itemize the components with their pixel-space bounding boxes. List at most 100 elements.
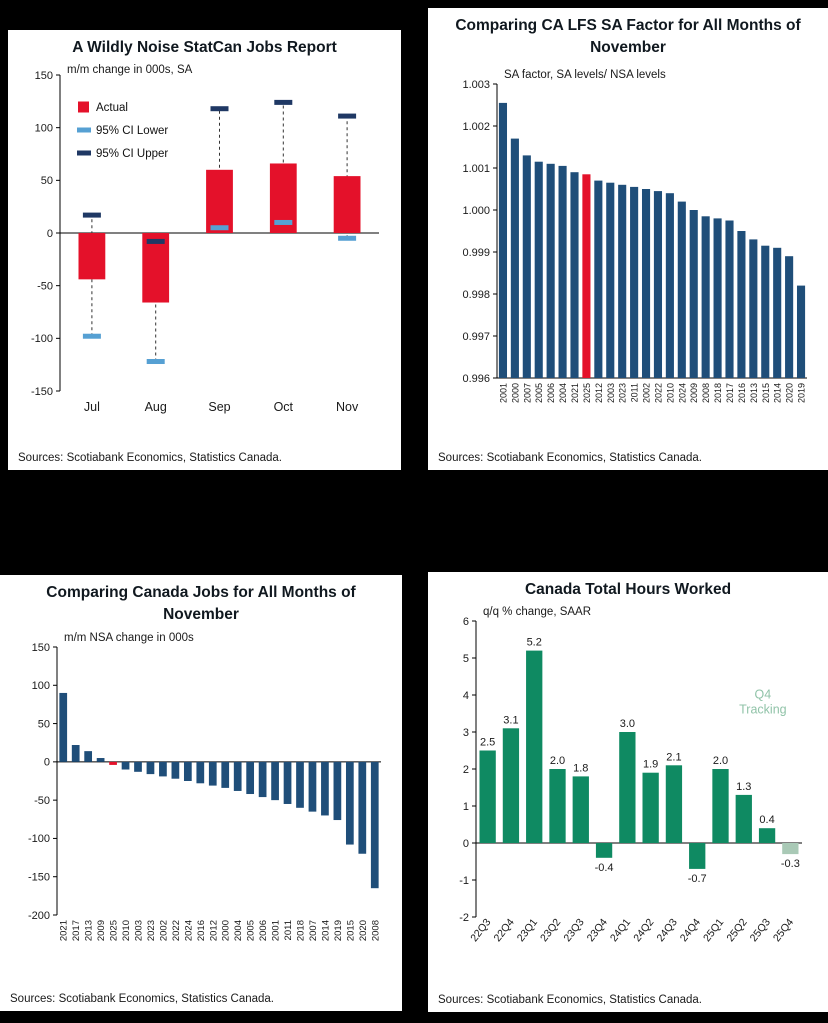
x-tick-label: 2001 [271,920,282,941]
bar [572,776,589,843]
x-tick-label: 25Q4 [771,916,796,944]
actual-bar [142,232,170,303]
x-tick-label: 2012 [208,920,219,941]
chart-title: A Wildly Noise StatCan Jobs Report [72,39,337,56]
x-tick-label: 2001 [498,383,508,403]
bar [665,764,683,843]
ci-lower-cap [146,358,165,364]
x-tick-label: 2000 [510,383,520,403]
ci-lower-cap [82,333,101,339]
bar [570,172,579,379]
x-tick-label: 2014 [320,920,331,941]
y-tick-label: 2 [463,763,469,775]
bar [582,174,591,379]
ci-upper-cap [146,238,165,244]
x-tick-label: 2011 [283,920,294,940]
x-tick-label: 2021 [59,920,70,941]
bar [758,827,776,843]
y-tick-label: 0.996 [462,373,490,385]
bar [296,762,304,809]
y-tick-label: -100 [28,834,50,846]
bar [84,751,93,763]
bar [171,762,180,780]
bar [618,185,627,379]
panel-sa-factor: Comparing CA LFS SA Factor for All Month… [428,8,828,470]
bar [96,758,105,763]
actual-bar [206,169,233,233]
x-tick-label: 2008 [370,920,381,941]
bar [735,794,752,843]
x-tick-label: 2002 [642,383,652,403]
x-tick-label: 2004 [558,383,568,403]
legend-label: 95% CI Lower [96,125,168,137]
x-tick-label: 2015 [345,920,356,941]
bar [146,762,155,775]
x-tick-label: 24Q2 [631,916,656,944]
bar [121,762,130,770]
x-tick-label: 22Q4 [492,916,517,944]
y-tick-label: 0 [44,757,50,769]
x-tick-label: 2016 [196,920,207,941]
bar [595,842,613,858]
y-tick-label: 5 [463,652,469,664]
x-tick-label: 2022 [171,920,182,941]
bar [701,216,710,379]
legend-swatch [77,127,91,133]
x-tick-label: 2018 [296,920,307,941]
bar [321,762,329,816]
value-label: 0.4 [759,814,774,826]
bar [725,220,734,379]
bar [689,842,706,869]
value-label: 1.9 [643,758,658,770]
y-tick-label: -150 [28,872,50,884]
y-tick-label: 100 [35,122,53,134]
panel-jobs-report: A Wildly Noise StatCan Jobs Report -150-… [8,30,401,470]
y-tick-label: 3 [463,726,469,738]
annotation: Q4 [755,687,772,701]
y-tick-label: 6 [463,615,469,627]
x-tick-label: 2022 [653,383,663,403]
ci-lower-cap [338,235,357,241]
sources-note: Sources: Scotiabank Economics, Statistic… [18,452,282,464]
hours-worked-chart: -2 -1 0 1 2 3 4 5 6 q/q % change, SAAR 22Q3 2.5 22Q4… [459,606,802,944]
x-tick-label: 2005 [246,920,257,941]
jobs-report-chart: -150 -100 -50 0 50 100 150 m/m change in 000s, … [31,64,379,414]
axis-note: q/q % change, SAAR [483,606,591,618]
annotation: Tracking [739,702,787,716]
bar [159,762,167,777]
bar [271,762,279,801]
ci-lower-cap [274,219,293,225]
x-tick-label: 2012 [594,383,604,403]
bar [594,180,603,379]
bar [183,762,192,782]
value-label: 2.0 [550,755,565,767]
value-label: 2.5 [480,736,495,748]
value-label: 1.3 [736,781,751,793]
bar [258,762,267,798]
x-tick-label: 2003 [606,383,616,403]
x-tick-label: 24Q4 [678,916,703,944]
chart-title: Canada Total Hours Worked [524,581,732,598]
legend-swatch [78,101,89,113]
bar [712,768,729,843]
y-tick-label: -50 [34,795,50,807]
y-tick-label: -100 [31,333,53,345]
bar [689,210,698,379]
value-label: -0.3 [781,858,800,870]
bar [526,650,543,843]
x-tick-label: 23Q4 [585,916,610,944]
ci-upper-cap [82,212,101,218]
x-tick-label: 2017 [71,920,82,941]
ci-upper-cap [338,113,357,119]
bar [502,727,520,843]
x-tick-label: 2002 [158,920,169,941]
bar [498,103,508,379]
x-tick-label: 24Q1 [608,916,633,944]
bar [134,762,142,773]
x-tick-label: 23Q1 [515,916,540,944]
x-tick-label: 25Q1 [701,916,726,944]
axis-note: SA factor, SA levels/ NSA levels [504,69,666,81]
x-tick-label: 23Q3 [561,916,586,944]
bar [749,239,758,379]
y-tick-label: 1.003 [462,79,490,91]
